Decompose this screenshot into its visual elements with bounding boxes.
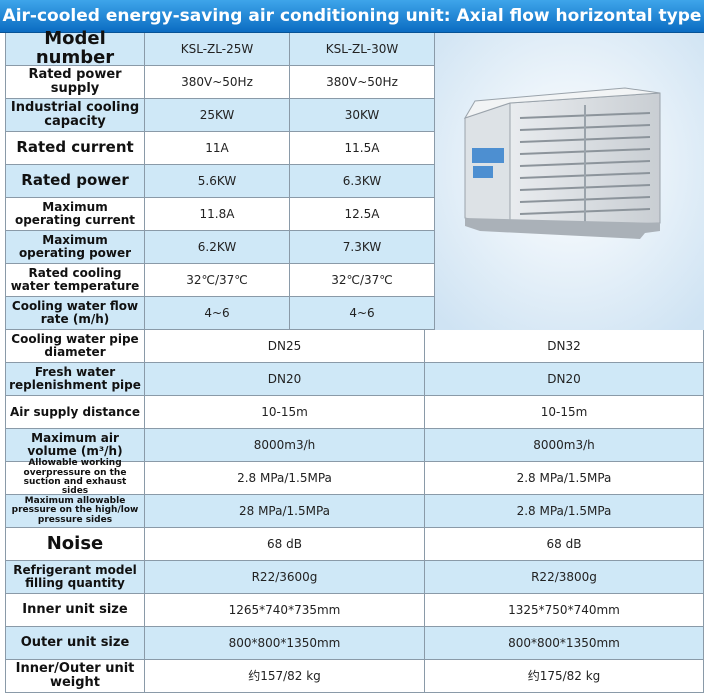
cell-value: 25KW [145, 99, 290, 132]
cell-value: 32℃/37℃ [290, 264, 435, 297]
row-label: Model number [5, 29, 145, 67]
cell-value: DN32 [425, 330, 704, 363]
cell-value: 28 MPa/1.5MPa [145, 495, 425, 528]
row-label: Inner/Outer unit weight [5, 660, 145, 693]
cell-value: KSL-ZL-30W [290, 33, 435, 66]
cell-value: 11.8A [145, 198, 290, 231]
cell-value: 8000m3/h [425, 429, 704, 462]
row-label: Cooling water pipe diameter [5, 330, 145, 363]
row-label: Rated cooling water temperature [5, 264, 145, 297]
cell-value: 32℃/37℃ [145, 264, 290, 297]
row-label: Rated power supply [5, 66, 145, 99]
cell-value: 8000m3/h [145, 429, 425, 462]
title: Air-cooled energy-saving air conditionin… [0, 0, 704, 33]
row-label: Rated current [5, 132, 145, 165]
cell-value: 4~6 [145, 297, 290, 330]
cell-value: 约175/82 kg [425, 660, 704, 693]
row-label: Rated power [5, 165, 145, 198]
cell-value: 68 dB [145, 528, 425, 561]
cell-value: 30KW [290, 99, 435, 132]
cell-value: 380V~50Hz [145, 66, 290, 99]
product-photo [435, 33, 704, 330]
cell-value: R22/3800g [425, 561, 704, 594]
cell-value: 11.5A [290, 132, 435, 165]
cell-value: 1325*750*740mm [425, 594, 704, 627]
row-label: Refrigerant model filling quantity [5, 561, 145, 594]
cell-value: 10-15m [425, 396, 704, 429]
cell-value: 10-15m [145, 396, 425, 429]
cell-value: 11A [145, 132, 290, 165]
row-label: Maximum allowable pressure on the high/l… [5, 495, 145, 528]
row-label: Noise [5, 528, 145, 561]
cell-value: 2.8 MPa/1.5MPa [425, 495, 704, 528]
cell-value: R22/3600g [145, 561, 425, 594]
cell-value: 380V~50Hz [290, 66, 435, 99]
cell-value: 800*800*1350mm [425, 627, 704, 660]
cell-value: 7.3KW [290, 231, 435, 264]
row-label: Outer unit size [5, 627, 145, 660]
row-label: Fresh water replenishment pipe [5, 363, 145, 396]
cell-value: KSL-ZL-25W [145, 33, 290, 66]
row-label: Maximum air volume (m³/h) [5, 429, 145, 462]
row-label: Maximum operating power [5, 231, 145, 264]
cell-value: DN20 [425, 363, 704, 396]
cell-value: 5.6KW [145, 165, 290, 198]
cell-value: 约157/82 kg [145, 660, 425, 693]
cell-value: 4~6 [290, 297, 435, 330]
cell-value: DN25 [145, 330, 425, 363]
row-label: Cooling water flow rate (m/h) [5, 297, 145, 330]
row-label: Maximum operating current [5, 198, 145, 231]
row-label: Industrial cooling capacity [5, 99, 145, 132]
cell-value: DN20 [145, 363, 425, 396]
row-label: Inner unit size [5, 594, 145, 627]
row-label: Allowable working overpressure on the su… [5, 458, 145, 496]
cell-value: 800*800*1350mm [145, 627, 425, 660]
cell-value: 2.8 MPa/1.5MPa [425, 462, 704, 495]
cell-value: 6.2KW [145, 231, 290, 264]
cell-value: 68 dB [425, 528, 704, 561]
cell-value: 2.8 MPa/1.5MPa [145, 462, 425, 495]
row-label: Air supply distance [5, 396, 145, 429]
cell-value: 1265*740*735mm [145, 594, 425, 627]
cell-value: 12.5A [290, 198, 435, 231]
cell-value: 6.3KW [290, 165, 435, 198]
